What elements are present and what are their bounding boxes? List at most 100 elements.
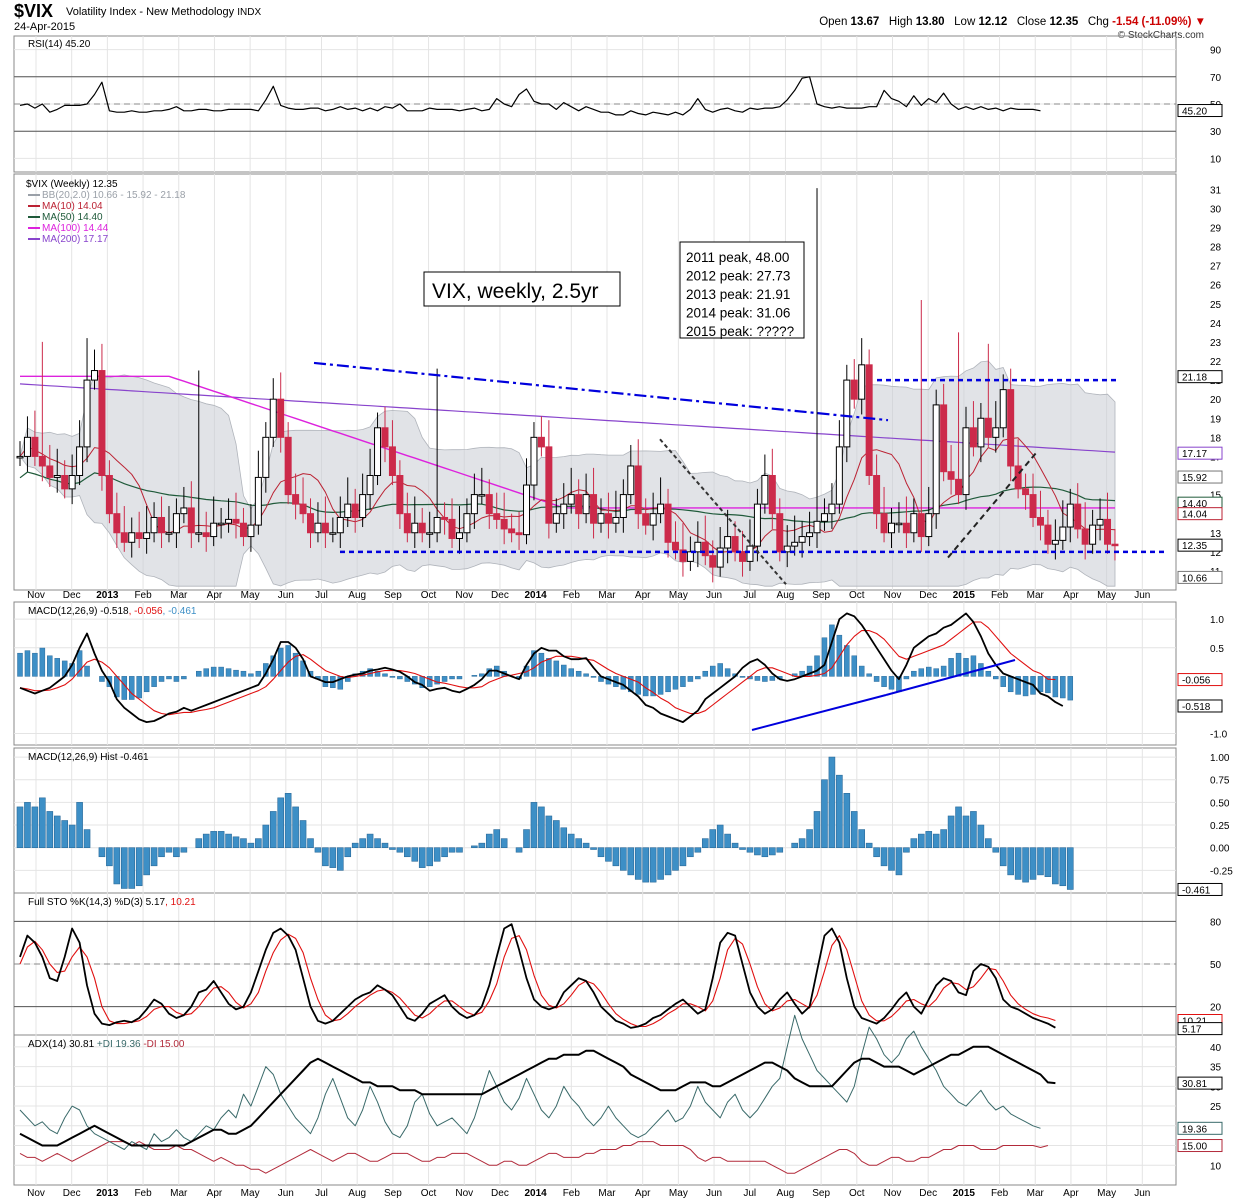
candle-body <box>925 513 933 538</box>
x-tick-label: Dec <box>491 1188 509 1199</box>
candle-body <box>1007 389 1015 467</box>
hist-bar <box>344 847 352 858</box>
macd-label: MACD(12,26,9) -0.518, -0.056, -0.461 <box>28 606 197 617</box>
x-tick-label: Dec <box>919 590 937 601</box>
candle-body <box>1089 524 1097 545</box>
candle-body <box>284 436 292 496</box>
candle-body <box>575 494 583 515</box>
macd-hist-bar <box>657 676 664 695</box>
macd-hist-bar <box>940 665 947 677</box>
x-tick-label: Apr <box>1063 1188 1079 1199</box>
y-tick-label: 0.75 <box>1210 776 1230 787</box>
x-tick-label: Dec <box>491 590 509 601</box>
candle-body <box>664 503 672 543</box>
hist-bar <box>940 829 947 848</box>
hist-bar <box>284 793 292 848</box>
macd-hist-bar <box>1067 676 1074 701</box>
macd-hist-bar <box>881 676 887 687</box>
macd-hist-bar <box>397 676 403 680</box>
macd-hist-bar <box>724 668 731 677</box>
hist-bar <box>761 847 769 858</box>
value-tag <box>1177 538 1223 552</box>
x-tick-label: Dec <box>63 590 81 601</box>
candle-body <box>873 475 881 515</box>
x-tick-label: Nov <box>455 590 473 601</box>
x-tick-label: Mar <box>1027 1188 1045 1199</box>
candle-body <box>776 513 784 553</box>
macd-hist-bar <box>158 676 165 682</box>
y-tick-label: 28 <box>1210 243 1222 254</box>
x-tick-label: May <box>241 590 260 601</box>
y-tick-label: 90 <box>1210 46 1222 57</box>
macd-hist-bar <box>203 668 209 677</box>
macd-hist-bar <box>128 676 135 700</box>
candle-body <box>1029 494 1037 518</box>
candle-body <box>455 532 463 539</box>
x-tick-label: Mar <box>1027 590 1045 601</box>
macd-hist-bar <box>1007 676 1014 693</box>
price-label: $VIX (Weekly) 12.35 <box>26 179 118 190</box>
candle-body <box>359 494 367 518</box>
y-tick-label: 20 <box>1210 1003 1222 1014</box>
hist-bar <box>701 838 709 848</box>
x-tick-label: Nov <box>455 1188 473 1199</box>
value-tag <box>1177 699 1223 713</box>
hist-bar <box>456 847 463 853</box>
macd-hist-bar <box>888 676 895 690</box>
candle-body <box>321 522 329 534</box>
candle-body <box>992 427 1000 438</box>
hist-bar <box>880 847 888 867</box>
hist-bar <box>992 847 1000 853</box>
hist-bar <box>858 829 866 848</box>
macd-hist-bar <box>538 652 545 677</box>
hist-bar <box>418 847 426 868</box>
macd-hist-bar <box>225 668 232 677</box>
y-tick-label: 30 <box>1210 204 1222 215</box>
candle-body <box>105 475 113 515</box>
hist-bar <box>523 829 530 848</box>
x-tick-label: 2015 <box>953 590 976 601</box>
y-tick-label: 12 <box>1210 548 1222 559</box>
macd-hist-bar <box>903 676 910 680</box>
candle-body <box>880 513 888 534</box>
candle-body <box>470 494 478 515</box>
macd-hist-bar <box>181 676 187 680</box>
macd-hist-bar <box>561 664 567 677</box>
hist-bar <box>649 847 657 883</box>
macd-hist-bar <box>441 676 448 682</box>
candle-body <box>865 364 873 477</box>
macd-hist-bar <box>136 676 142 699</box>
macd-hist-bar <box>925 666 932 677</box>
x-tick-label: May <box>669 1188 688 1199</box>
candle-body <box>627 465 635 496</box>
macd-hist-bar <box>695 676 701 680</box>
candle-body <box>1059 526 1067 541</box>
hist-bar <box>769 847 776 856</box>
hist-bar <box>888 847 895 871</box>
hist-bar <box>359 838 366 848</box>
candle-body <box>23 436 31 457</box>
macd-hist-bar <box>933 668 939 677</box>
x-tick-label: Jun <box>706 590 722 601</box>
hist-bar <box>1029 847 1037 880</box>
candle-body <box>537 436 545 448</box>
value-tag-label: 17.17 <box>1182 449 1207 460</box>
hist-bar <box>381 842 389 848</box>
candle-body <box>158 516 166 534</box>
hist-bar <box>545 815 553 848</box>
macd-hist-bar <box>717 663 723 677</box>
ma50-line <box>19 471 1116 523</box>
candle-body <box>731 536 739 553</box>
candle-body <box>1111 543 1119 547</box>
macd-signal-line <box>19 621 1056 716</box>
hist-bar <box>560 827 568 848</box>
x-tick-label: Jun <box>278 590 294 601</box>
x-tick-label: Feb <box>991 590 1009 601</box>
macd-hist-bar <box>255 670 262 677</box>
value-tag-label: 45.20 <box>1182 107 1207 118</box>
candle-body <box>746 545 754 562</box>
macd-line <box>19 612 1064 723</box>
macd-hist-bar <box>277 647 284 677</box>
hist-bar <box>850 811 858 848</box>
hist-bar <box>307 838 314 848</box>
